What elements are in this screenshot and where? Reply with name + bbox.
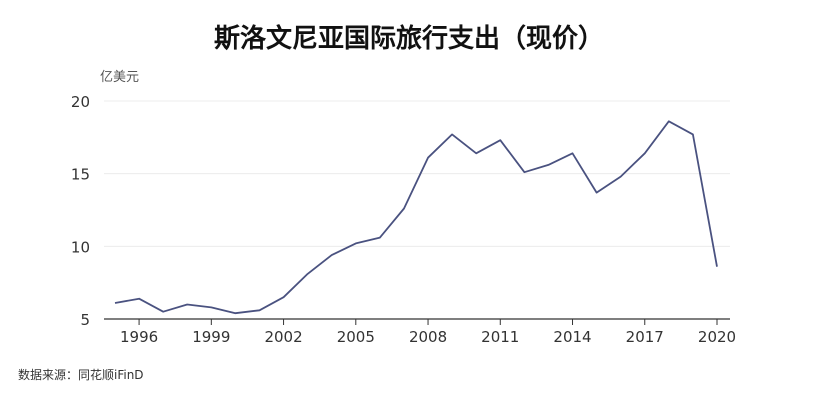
x-tick-label-2005: 2005 <box>337 328 375 346</box>
y-tick-label-20: 20 <box>71 93 90 111</box>
gridlines <box>104 100 730 247</box>
x-axis-ticks: 1996 1999 2002 2005 2008 2011 2014 2017 2020 <box>120 319 736 346</box>
x-tick-label-2014: 2014 <box>553 328 591 346</box>
data-source-note: 数据来源：同花顺iFinD <box>18 368 144 382</box>
y-axis-ticks: 5 10 15 20 <box>71 93 90 329</box>
y-tick-label-15: 15 <box>71 166 90 184</box>
x-tick-label-2008: 2008 <box>409 328 447 346</box>
x-tick-label-1996: 1996 <box>120 328 158 346</box>
x-tick-label-2017: 2017 <box>626 328 664 346</box>
x-tick-label-2002: 2002 <box>264 328 302 346</box>
series-line <box>114 120 718 315</box>
y-axis-unit-label: 亿美元 <box>100 70 140 85</box>
series-layer <box>114 120 718 315</box>
y-tick-label-5: 5 <box>80 311 90 329</box>
x-tick-label-1999: 1999 <box>192 328 230 346</box>
x-tick-label-2011: 2011 <box>481 328 519 346</box>
y-tick-label-10: 10 <box>71 238 90 256</box>
x-tick-label-2020: 2020 <box>698 328 736 346</box>
chart-title: 斯洛文尼亚国际旅行支出（现价） <box>213 24 604 54</box>
